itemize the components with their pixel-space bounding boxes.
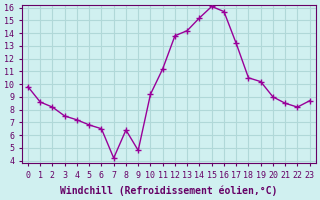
X-axis label: Windchill (Refroidissement éolien,°C): Windchill (Refroidissement éolien,°C)	[60, 185, 277, 196]
